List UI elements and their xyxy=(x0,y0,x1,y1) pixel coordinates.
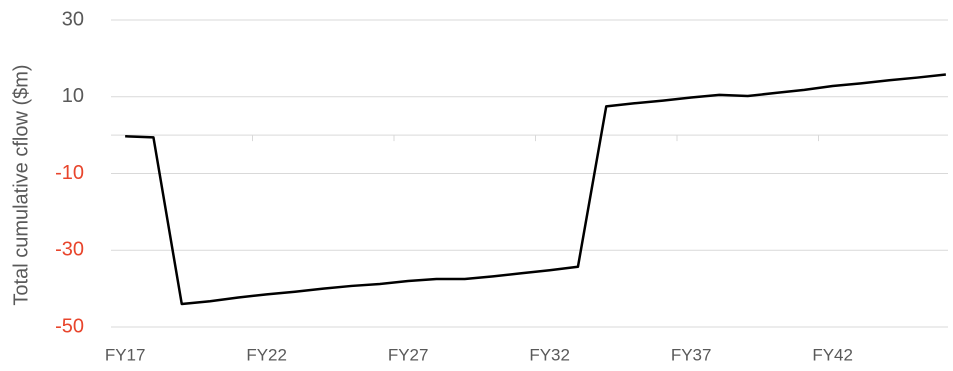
y-axis-label: Total cumulative cflow ($m) xyxy=(10,64,32,305)
x-tick-label: FY27 xyxy=(388,345,429,364)
x-tick-label: FY32 xyxy=(529,345,570,364)
x-tick-label: FY22 xyxy=(246,345,287,364)
y-tick-label: 10 xyxy=(62,85,84,107)
y-tick-label: -10 xyxy=(55,162,84,184)
y-tick-label: -30 xyxy=(55,239,84,261)
y-tick-label: 30 xyxy=(62,8,84,30)
x-tick-label: FY17 xyxy=(105,345,146,364)
x-tick-label: FY37 xyxy=(671,345,712,364)
y-tick-label: -50 xyxy=(55,315,84,337)
line-series xyxy=(125,73,946,306)
x-tick-label: FY42 xyxy=(812,345,853,364)
